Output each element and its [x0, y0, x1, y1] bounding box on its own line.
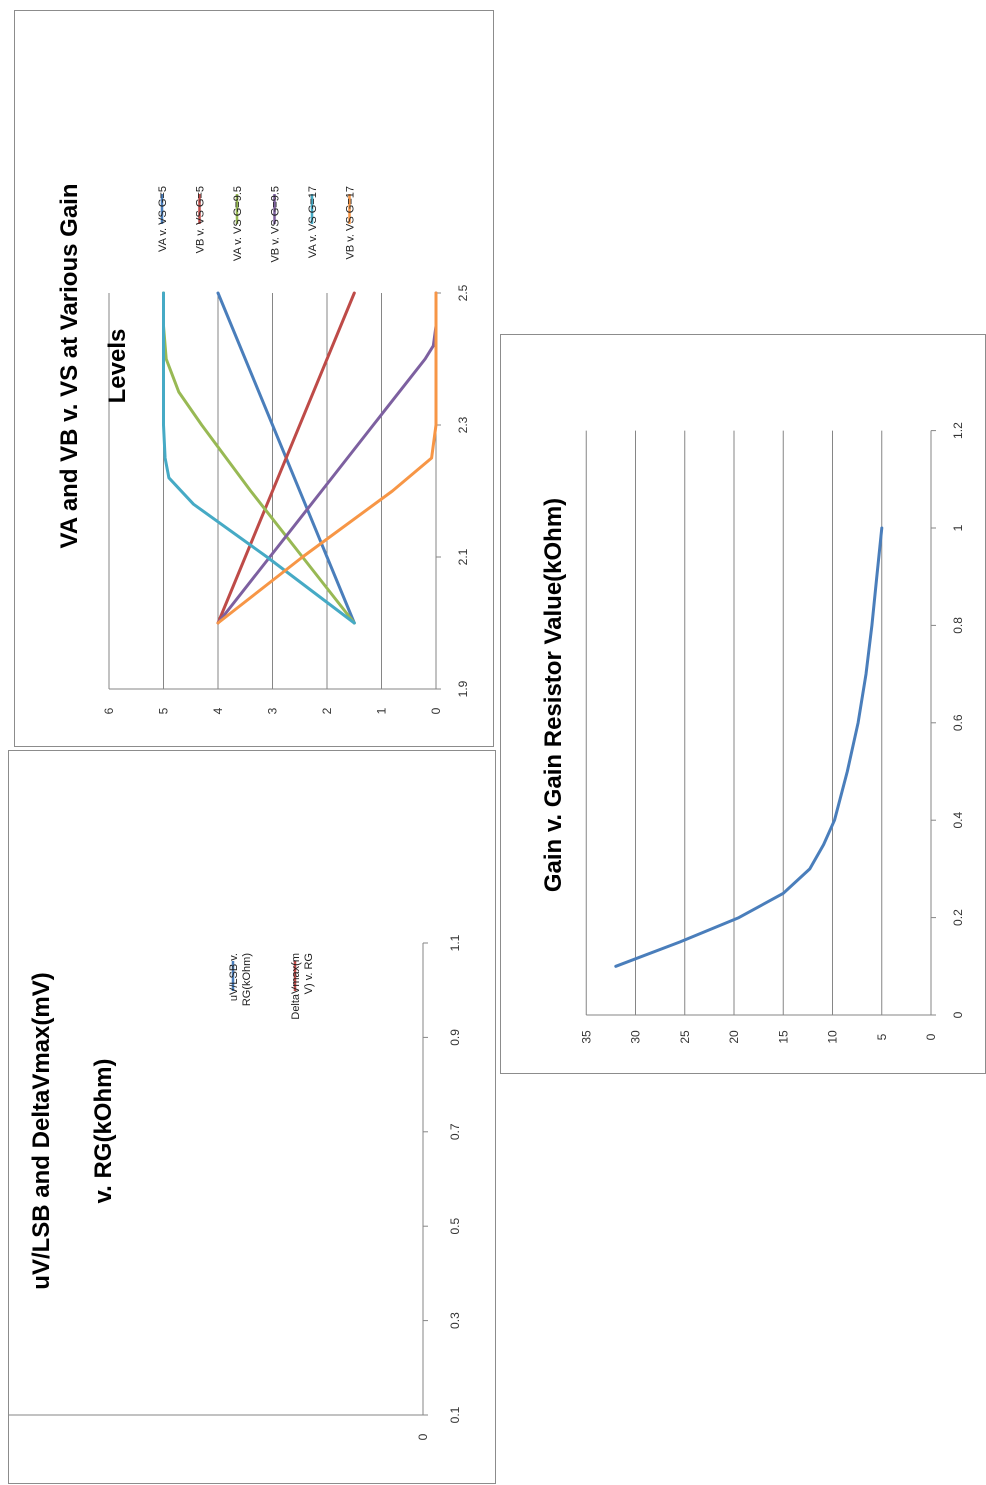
x-tick-label: 0.1 [448, 1406, 462, 1423]
y-tick-label: 3 [266, 707, 280, 714]
y-tick-label: 5 [157, 707, 171, 714]
chart-gain-panel: 0 5 10 15 20 25 30 35 0 0.2 0.4 0.6 0.8 1 1.2 Gain v. G… [500, 334, 986, 1074]
chart-vavb-panel: 0 1 2 3 4 5 6 1.9 2.1 2.3 2.5 VA and VB v. VS at Va… [14, 10, 494, 747]
y-tick-label: 2 [320, 707, 334, 714]
x-tick-label: 1.2 [951, 422, 965, 439]
legend-label-0: VA v. VS G=5 [157, 186, 169, 252]
legend-label-1: DeltaVmax(m [290, 953, 302, 1020]
x-tick-label: 0.4 [951, 812, 965, 829]
y-tick-label: 15 [776, 1030, 790, 1044]
y-tick-label: 5 [875, 1033, 889, 1040]
chart-title: Levels [104, 329, 131, 404]
x-tick-label: 0.2 [951, 909, 965, 926]
y-tick-label: 10 [826, 1030, 840, 1044]
y-tick-label: 35 [579, 1030, 593, 1044]
x-tick-label: 2.5 [456, 284, 470, 301]
series-line-0 [614, 526, 884, 968]
y-tick-label: 0 [429, 707, 443, 714]
legend-label-0: RG(kOhm) [241, 953, 253, 1006]
y-tick-label: 4 [211, 707, 225, 714]
x-tick-label: 2.1 [456, 548, 470, 565]
y-tick-label: 30 [629, 1030, 643, 1044]
y-tick-label: 25 [678, 1030, 692, 1044]
y-tick-label: 20 [727, 1030, 741, 1044]
x-tick-label: 0 [951, 1011, 965, 1018]
series-line-1 [216, 291, 356, 625]
x-tick-label: 0.3 [448, 1312, 462, 1329]
x-tick-label: 0.7 [448, 1123, 462, 1140]
x-tick-label: 0.6 [951, 714, 965, 731]
series-line-4 [162, 291, 356, 625]
y-tick-label: 0 [416, 1433, 430, 1440]
x-tick-label: 0.9 [448, 1029, 462, 1046]
legend-label-2: VA v. VS G=9.5 [232, 186, 244, 261]
x-tick-label: 0.5 [448, 1218, 462, 1235]
chart-title: Gain v. Gain Resistor Value(kOhm) [540, 498, 567, 892]
legend-label-0: uV/LSB v. [228, 953, 240, 1001]
legend-label-1: VB v. VS G=5 [195, 186, 207, 253]
chart-title: VA and VB v. VS at Various Gain [56, 184, 83, 549]
chart-title: uV/LSB and DeltaVmax(mV) [28, 972, 55, 1289]
x-tick-label: 0.8 [951, 617, 965, 634]
legend-label-5: VB v. VS G=17 [345, 186, 357, 259]
x-tick-label: 1.9 [456, 680, 470, 697]
y-tick-label: 0 [924, 1033, 938, 1040]
chart-title: v. RG(kOhm) [90, 1059, 117, 1204]
series-line-2 [162, 291, 356, 625]
chart-vavb: 0 1 2 3 4 5 6 1.9 2.1 2.3 2.5 VA and VB v. VS at Va… [56, 184, 470, 715]
y-tick-label: 1 [375, 707, 389, 714]
x-tick-label: 1 [951, 524, 965, 531]
series-line-5 [216, 291, 438, 625]
x-tick-label: 1.1 [448, 934, 462, 951]
legend-label-4: VA v. VS G=17 [307, 186, 319, 258]
chart-uvlsb-panel: 01002003004005006000.10.30.50.70.91.1uV/… [8, 750, 496, 1484]
chart-uvlsb: 01002003004005006000.10.30.50.70.91.1uV/… [9, 934, 462, 1440]
chart-gain: 0 5 10 15 20 25 30 35 0 0.2 0.4 0.6 0.8 1 1.2 Gain v. G… [540, 422, 965, 1044]
legend-label-3: VB v. VS G=9.5 [270, 186, 282, 263]
y-tick-label: 6 [102, 707, 116, 714]
x-tick-label: 2.3 [456, 416, 470, 433]
legend-label-1: V) v. RG [303, 953, 315, 994]
